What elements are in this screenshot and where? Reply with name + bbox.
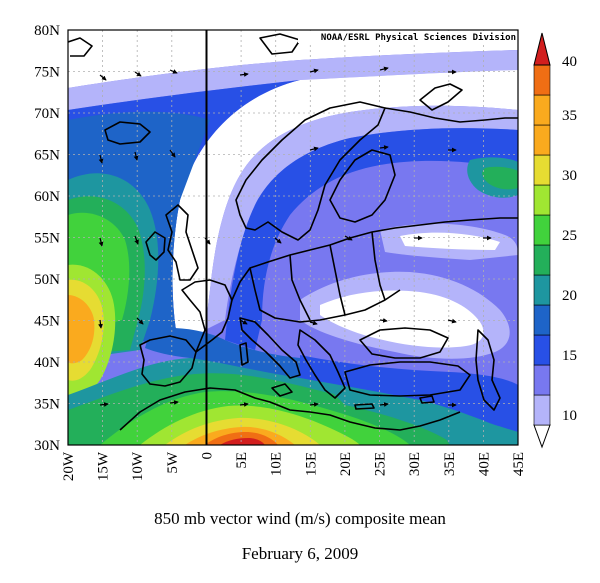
credit-background bbox=[298, 31, 517, 43]
lat-label-30n: 30N bbox=[34, 438, 60, 454]
coastlines bbox=[68, 33, 518, 431]
lat-label-35n: 35N bbox=[34, 397, 60, 413]
lon-label-20e: 20E bbox=[338, 452, 354, 476]
colorbar-segment-22-25 bbox=[533, 244, 551, 276]
colorbar-label-10: 10 bbox=[562, 408, 577, 424]
colorbar-label-35: 35 bbox=[562, 108, 577, 124]
colorbar-high-triangle bbox=[533, 32, 551, 66]
colorbar-segment-17-20 bbox=[533, 304, 551, 336]
plot-frame bbox=[67, 29, 519, 446]
wind-vectors bbox=[98, 66, 492, 408]
lat-label-80n: 80N bbox=[34, 23, 60, 39]
colorbar-label-25: 25 bbox=[562, 228, 577, 244]
lat-label-50n: 50N bbox=[34, 272, 60, 288]
lon-label-0: 0 bbox=[200, 452, 216, 460]
colorbar-label-30: 30 bbox=[562, 168, 577, 184]
lon-label-15e: 15E bbox=[303, 452, 319, 476]
colorbar-segment-35-37 bbox=[533, 94, 551, 126]
lon-label-5e: 5E bbox=[234, 452, 250, 469]
lon-label-30e: 30E bbox=[407, 452, 423, 476]
lon-label-45e: 45E bbox=[511, 452, 527, 476]
lon-label-35e: 35E bbox=[442, 452, 458, 476]
lat-label-75n: 75N bbox=[34, 65, 60, 81]
colorbar-low-triangle bbox=[533, 424, 551, 449]
lon-label-5w: 5W bbox=[165, 451, 181, 474]
lat-label-55n: 55N bbox=[34, 231, 60, 247]
lat-label-65n: 65N bbox=[34, 148, 60, 164]
colorbar-segment-27-30 bbox=[533, 184, 551, 216]
lon-label-25e: 25E bbox=[373, 452, 389, 476]
lat-label-45n: 45N bbox=[34, 314, 60, 330]
credit-text: NOAA/ESRL Physical Sciences Division bbox=[321, 32, 516, 43]
lat-label-60n: 60N bbox=[34, 189, 60, 205]
lat-label-40n: 40N bbox=[34, 355, 60, 371]
colorbar-segment-20-22 bbox=[533, 274, 551, 306]
colorbar-segment-10-12 bbox=[533, 394, 551, 426]
colorbar-label-20: 20 bbox=[562, 288, 577, 304]
caption-title: 850 mb vector wind (m/s) composite mean bbox=[154, 509, 446, 528]
colorbar-segment-25-27 bbox=[533, 214, 551, 246]
caption-date: February 6, 2009 bbox=[241, 544, 359, 563]
colorbar-segment-37-40 bbox=[533, 64, 551, 96]
colorbar-label-15: 15 bbox=[562, 348, 577, 364]
lon-label-20w: 20W bbox=[61, 451, 77, 481]
colorbar-label-40: 40 bbox=[562, 54, 577, 70]
colorbar: 10 15 20 25 30 35 40 bbox=[533, 32, 577, 449]
lon-label-10w: 10W bbox=[130, 451, 146, 481]
lon-label-15w: 15W bbox=[96, 451, 112, 481]
lat-label-70n: 70N bbox=[34, 106, 60, 122]
colorbar-segment-30-32 bbox=[533, 154, 551, 186]
lon-label-40e: 40E bbox=[476, 452, 492, 476]
lon-tick-labels: 20W 15W 10W 5W 0 5E 10E 15E 20E 25E 30E … bbox=[61, 451, 527, 481]
colorbar-segment-12-15 bbox=[533, 364, 551, 396]
wind-speed-field bbox=[68, 30, 518, 445]
lat-tick-labels: 30N 35N 40N 45N 50N 55N 60N 65N 70N 75N … bbox=[34, 23, 60, 454]
lon-label-10e: 10E bbox=[269, 452, 285, 476]
colorbar-segment-32-35 bbox=[533, 124, 551, 156]
colorbar-segment-15-17 bbox=[533, 334, 551, 366]
